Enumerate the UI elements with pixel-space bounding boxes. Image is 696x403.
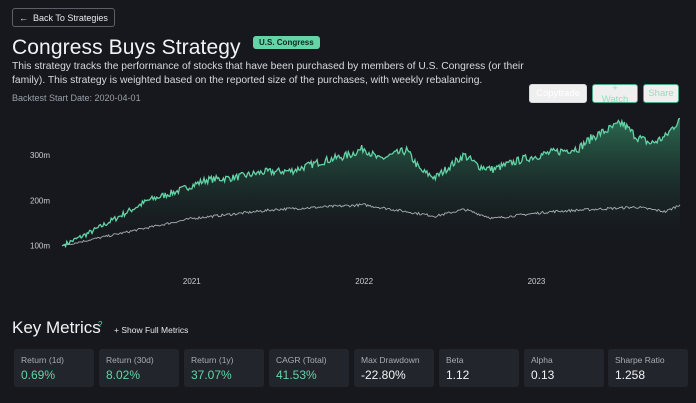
metric-value: 1.258 bbox=[615, 368, 646, 382]
y-axis: 100m 200m 300m bbox=[30, 151, 50, 251]
copytrade-button[interactable]: Copytrade bbox=[529, 84, 587, 103]
x-tick-label: 2021 bbox=[183, 277, 201, 286]
performance-chart: 100m 200m 300m 2021 2022 2023 bbox=[30, 117, 681, 286]
backtest-start-date: Backtest Start Date: 2020-04-01 bbox=[12, 93, 141, 103]
plot-area bbox=[61, 117, 681, 249]
metric-card: Return (1y) 37.07% bbox=[184, 349, 264, 387]
watch-button[interactable]: + Watch bbox=[592, 83, 638, 105]
metric-value: 0.69% bbox=[21, 368, 56, 382]
x-tick-label: 2022 bbox=[355, 277, 373, 286]
share-button[interactable]: Share bbox=[643, 84, 679, 103]
strategy-line bbox=[61, 117, 681, 249]
show-full-metrics-link[interactable]: + Show Full Metrics bbox=[114, 325, 189, 335]
x-axis: 2021 2022 2023 bbox=[183, 277, 546, 286]
benchmark-line bbox=[61, 203, 681, 247]
metric-card: Return (30d) 8.02% bbox=[99, 349, 179, 387]
metric-value: 8.02% bbox=[106, 368, 141, 382]
metric-label: Alpha bbox=[531, 355, 553, 365]
metric-label: CAGR (Total) bbox=[276, 355, 327, 365]
metric-label: Return (1y) bbox=[191, 355, 234, 365]
info-icon[interactable]: ? bbox=[98, 320, 103, 329]
metric-label: Sharpe Ratio bbox=[615, 355, 665, 365]
metric-value: 0.13 bbox=[531, 368, 555, 382]
metric-value: -22.80% bbox=[361, 368, 406, 382]
metric-value: 41.53% bbox=[276, 368, 317, 382]
arrow-left-icon: ← bbox=[19, 12, 28, 23]
metric-label: Beta bbox=[446, 355, 464, 365]
metric-card: Sharpe Ratio 1.258 bbox=[608, 349, 688, 387]
strategy-description: This strategy tracks the performance of … bbox=[12, 61, 524, 86]
congress-badge: U.S. Congress bbox=[253, 36, 320, 49]
metric-card: CAGR (Total) 41.53% bbox=[269, 349, 349, 387]
page-title: Congress Buys Strategy bbox=[12, 36, 241, 59]
metric-label: Return (30d) bbox=[106, 355, 154, 365]
metric-card: Return (1d) 0.69% bbox=[14, 349, 94, 387]
metric-value: 1.12 bbox=[446, 368, 470, 382]
back-to-strategies-button[interactable]: ← Back To Strategies bbox=[12, 8, 115, 27]
y-tick-label: 300m bbox=[30, 151, 50, 160]
metric-label: Return (1d) bbox=[21, 355, 64, 365]
metric-label: Max Drawdown bbox=[361, 355, 420, 365]
metric-card: Beta 1.12 bbox=[439, 349, 519, 387]
y-tick-label: 100m bbox=[30, 242, 50, 251]
metric-card: Alpha 0.13 bbox=[524, 349, 604, 387]
metric-value: 37.07% bbox=[191, 368, 232, 382]
x-tick-label: 2023 bbox=[528, 277, 546, 286]
back-button-label: Back To Strategies bbox=[33, 12, 108, 23]
key-metrics-heading: Key Metrics bbox=[12, 318, 101, 337]
metric-card: Max Drawdown -22.80% bbox=[354, 349, 434, 387]
y-tick-label: 200m bbox=[30, 196, 50, 205]
